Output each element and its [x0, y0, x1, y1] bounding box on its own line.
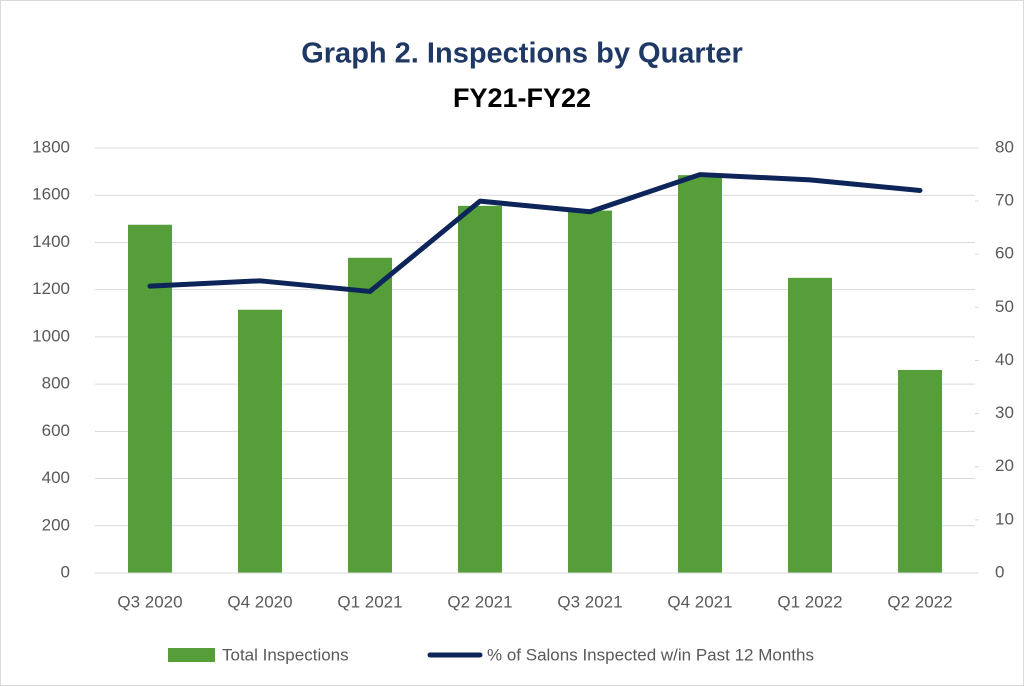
y-tick-label: 1600 [32, 185, 70, 204]
y-tick-label: 800 [42, 374, 70, 393]
bar [238, 309, 282, 573]
legend-swatch [168, 648, 215, 662]
y-tick-label: 0 [61, 562, 70, 581]
y2-tick-label: 30 [995, 403, 1014, 422]
x-tick-label: Q3 2021 [557, 592, 622, 611]
y2-tick-label: 0 [995, 562, 1004, 581]
bar [788, 277, 832, 573]
y2-tick-label: 70 [995, 191, 1014, 210]
x-tick-label: Q1 2021 [337, 592, 402, 611]
y2-tick-label: 40 [995, 350, 1014, 369]
y-tick-label: 1200 [32, 279, 70, 298]
y-tick-label: 400 [42, 468, 70, 487]
legend-label: Total Inspections [222, 645, 349, 664]
y2-tick-label: 20 [995, 456, 1014, 475]
bar [348, 257, 392, 573]
x-tick-label: Q1 2022 [777, 592, 842, 611]
y-tick-label: 200 [42, 515, 70, 534]
y2-tick-label: 80 [995, 137, 1014, 156]
legend-label: % of Salons Inspected w/in Past 12 Month… [487, 645, 814, 664]
x-tick-label: Q2 2021 [447, 592, 512, 611]
bar [128, 224, 172, 573]
chart-title: Graph 2. Inspections by Quarter [301, 38, 743, 70]
y-tick-label: 1400 [32, 232, 70, 251]
line [147, 172, 923, 294]
x-tick-label: Q4 2021 [667, 592, 732, 611]
x-tick-label: Q2 2022 [887, 592, 952, 611]
bar [898, 369, 942, 573]
bar [458, 205, 502, 573]
y2-tick-label: 50 [995, 297, 1014, 316]
bar [568, 210, 612, 573]
y-tick-label: 600 [42, 421, 70, 440]
y2-tick-label: 10 [995, 509, 1014, 528]
y-tick-label: 1000 [32, 326, 70, 345]
y2-tick-label: 60 [995, 244, 1014, 263]
x-tick-label: Q4 2020 [227, 592, 292, 611]
chart-subtitle: FY21-FY22 [453, 83, 591, 113]
bar [678, 175, 722, 573]
x-tick-label: Q3 2020 [117, 592, 182, 611]
y-tick-label: 1800 [32, 137, 70, 156]
